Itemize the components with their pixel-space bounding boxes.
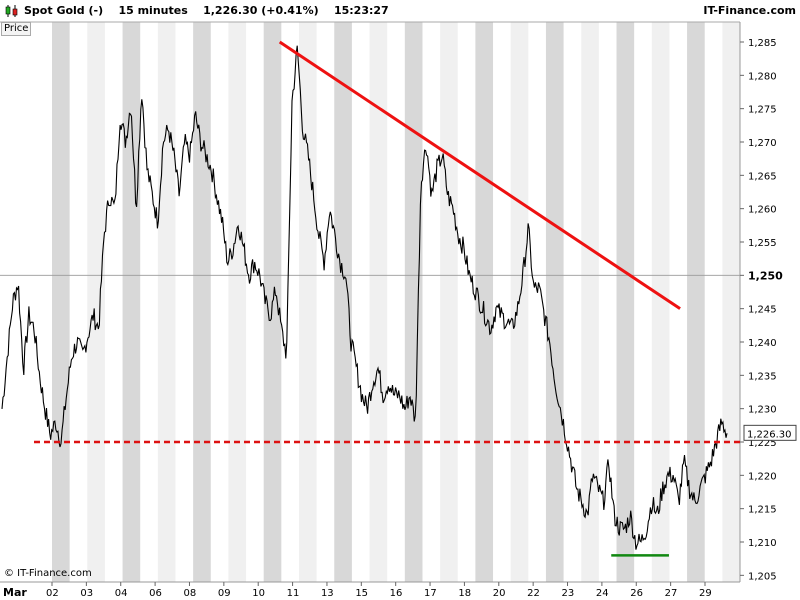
x-tick-label: 22 bbox=[527, 588, 540, 599]
y-tick-label: 1,280 bbox=[748, 71, 777, 82]
y-tick-label: 1,205 bbox=[748, 571, 777, 582]
last-price-marker: 1,226.30 bbox=[743, 424, 797, 441]
x-tick-label: 15 bbox=[355, 588, 368, 599]
x-tick-label: 10 bbox=[252, 588, 265, 599]
x-tick-label: 02 bbox=[46, 588, 59, 599]
x-tick-label: 13 bbox=[321, 588, 334, 599]
x-month-label: Mar bbox=[3, 586, 27, 599]
resistance-trendline bbox=[278, 40, 681, 310]
session-band bbox=[440, 22, 458, 582]
y-tick-label: 1,215 bbox=[748, 505, 777, 516]
x-tick-label: 20 bbox=[493, 588, 506, 599]
y-tick-label: 1,220 bbox=[748, 471, 777, 482]
x-tick-label: 23 bbox=[562, 588, 575, 599]
session-band bbox=[687, 22, 705, 582]
brand-name[interactable]: IT-Finance.com bbox=[703, 4, 796, 17]
instrument-name: Spot Gold (-) bbox=[24, 4, 104, 17]
session-band bbox=[722, 22, 740, 582]
session-band bbox=[334, 22, 352, 582]
y-tick-label: 1,260 bbox=[748, 205, 777, 216]
candlestick-icon[interactable] bbox=[5, 4, 19, 18]
session-band bbox=[193, 22, 211, 582]
price-change: 1,226.30 (+0.41%) bbox=[203, 4, 319, 17]
session-band bbox=[616, 22, 635, 582]
x-tick-label: 06 bbox=[149, 588, 162, 599]
last-price-label: 1,226.30 bbox=[747, 429, 792, 440]
x-tick-label: 09 bbox=[218, 588, 231, 599]
x-tick-label: 04 bbox=[115, 588, 128, 599]
session-band bbox=[581, 22, 599, 582]
y-tick-label: 1,250 bbox=[748, 269, 783, 282]
session-band bbox=[298, 22, 317, 582]
header-info: Spot Gold (-) 15 minutes 1,226.30 (+0.41… bbox=[24, 4, 389, 17]
y-tick-label: 1,285 bbox=[748, 38, 777, 49]
chart-header: Spot Gold (-) 15 minutes 1,226.30 (+0.41… bbox=[0, 0, 800, 22]
price-series-line bbox=[1, 45, 728, 550]
x-tick-label: 24 bbox=[596, 588, 609, 599]
y-tick-label: 1,275 bbox=[748, 105, 777, 116]
session-band bbox=[475, 22, 494, 582]
x-axis: Mar 02 03 04 06 08 09 10 11 13 15 16 17 18 20 22 23 24 26 2… bbox=[3, 582, 712, 599]
x-tick-label: 18 bbox=[458, 588, 471, 599]
y-tick-label: 1,230 bbox=[748, 405, 777, 416]
y-tick-label: 1,240 bbox=[748, 338, 777, 349]
x-tick-label: 26 bbox=[630, 588, 643, 599]
last-price-box bbox=[743, 424, 797, 441]
session-band bbox=[52, 22, 70, 582]
x-tick-label: 03 bbox=[80, 588, 93, 599]
session-band bbox=[228, 22, 247, 582]
timeframe: 15 minutes bbox=[118, 4, 188, 17]
y-tick-label: 1,265 bbox=[748, 171, 777, 182]
y-tick-label: 1,255 bbox=[748, 238, 777, 249]
watermark: © IT-Finance.com bbox=[4, 568, 92, 579]
session-band bbox=[122, 22, 141, 582]
y-tick-label: 1,210 bbox=[748, 538, 777, 549]
y-tick-label: 1,270 bbox=[748, 138, 777, 149]
session-band bbox=[545, 22, 564, 582]
session-band bbox=[157, 22, 176, 582]
x-tick-label: 29 bbox=[699, 588, 712, 599]
session-band bbox=[369, 22, 388, 582]
y-tick-label: 1,225 bbox=[748, 438, 777, 449]
y-tick-label: 1,245 bbox=[748, 305, 777, 316]
session-band bbox=[404, 22, 423, 582]
x-tick-label: 27 bbox=[665, 588, 678, 599]
y-tick-label: 1,235 bbox=[748, 371, 777, 382]
x-tick-label: 11 bbox=[287, 588, 300, 599]
timestamp: 15:23:27 bbox=[333, 4, 389, 17]
x-tick-label: 08 bbox=[183, 588, 196, 599]
session-bands bbox=[52, 22, 740, 582]
x-tick-label: 17 bbox=[424, 588, 437, 599]
session-band bbox=[87, 22, 105, 582]
y-axis: 1,205 1,210 1,215 1,220 1,225 1,230 1,235 1,240… bbox=[740, 38, 783, 582]
x-tick-label: 16 bbox=[390, 588, 403, 599]
